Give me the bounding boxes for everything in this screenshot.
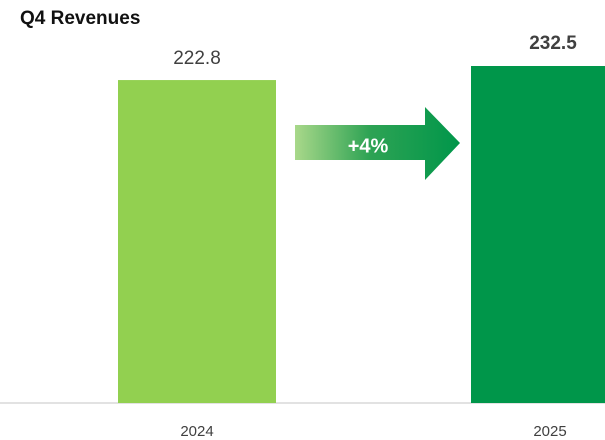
x-tick-label: 2025 — [533, 423, 566, 440]
bar — [471, 66, 605, 403]
growth-arrow — [295, 107, 460, 180]
bar — [118, 80, 276, 403]
value-label: 222.8 — [173, 48, 221, 69]
value-label: 232.5 — [529, 33, 577, 54]
growth-label: +4% — [348, 135, 389, 157]
chart-title: Q4 Revenues — [20, 8, 140, 29]
x-tick-label: 2024 — [180, 423, 213, 440]
